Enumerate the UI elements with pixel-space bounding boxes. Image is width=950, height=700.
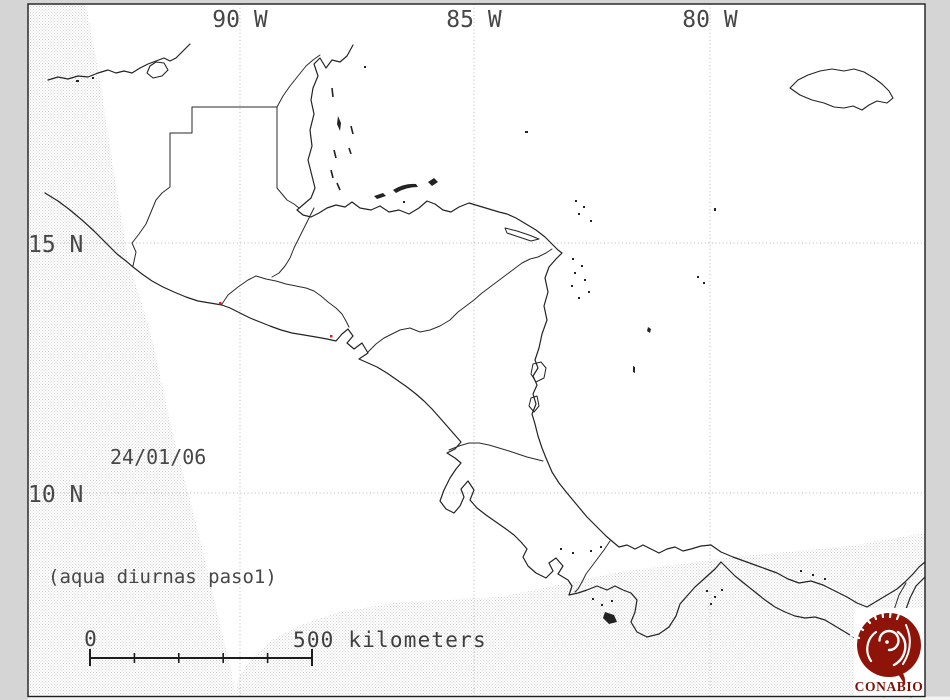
scale-bar: 0 500 kilometers (84, 627, 487, 666)
scale-end-label: 500 kilometers (293, 628, 487, 652)
san-andres-island (633, 366, 635, 373)
graticule (28, 4, 925, 696)
border-costa-rica-panama (574, 540, 611, 593)
coastal-lagoons (504, 227, 547, 413)
fire-detections-layer (219, 302, 333, 338)
no-data-swath-left (28, 4, 236, 697)
coastline-pacific (44, 192, 926, 676)
bluefields-lagoon (528, 395, 540, 413)
islands (76, 66, 894, 624)
conabio-logo: CONABIO (849, 607, 925, 696)
no-data-swaths (28, 4, 925, 697)
fire-point (330, 335, 333, 338)
lon-label-85w: 85 W (446, 7, 502, 33)
lat-label-10n: 10 N (28, 482, 83, 508)
border-el-salvador-north (221, 275, 350, 328)
pearl-lagoon (530, 361, 547, 383)
cuba-peninsula (146, 61, 169, 79)
caratasca-lagoon (504, 227, 540, 242)
no-data-swath-bottom-right (234, 533, 925, 697)
coastline-cuba (47, 43, 191, 81)
jamaica-island (789, 68, 894, 111)
small-cays-and-reefs (76, 66, 826, 606)
lon-label-90w: 90 W (212, 7, 268, 33)
roatan-island (393, 183, 418, 193)
map-frame-border (27, 3, 926, 698)
border-mexico-guatemala (131, 106, 193, 267)
logo-eagle-detail (849, 607, 911, 667)
scale-ticks-intermediate (133, 653, 269, 663)
lon-label-80w: 80 W (682, 7, 738, 33)
scale-zero-label: 0 (84, 627, 98, 651)
logo-tail (898, 670, 906, 685)
belize-cayes (330, 87, 354, 191)
providencia-island (647, 327, 651, 333)
satellite-pass-label: (aqua diurnas paso1) (48, 566, 277, 588)
graticule-labels: 90 W 85 W 80 W 15 N 10 N (28, 7, 738, 508)
date-label: 24/01/06 (110, 445, 206, 469)
logo-text: CONABIO (855, 679, 924, 694)
border-guatemala-honduras (271, 207, 315, 278)
bottom-strip (28, 696, 950, 700)
lat-label-15n: 15 N (28, 232, 83, 258)
guanaja-island (428, 178, 438, 186)
turneffe-caye (337, 116, 341, 131)
utila-island (374, 193, 386, 199)
coiba-island (603, 612, 617, 624)
border-honduras-nicaragua (367, 248, 553, 353)
border-mexico-belize (276, 54, 321, 108)
fire-point (219, 302, 222, 305)
coastline-caribbean (296, 44, 926, 608)
border-nicaragua-costa-rica (448, 442, 544, 462)
border-belize-guatemala (276, 106, 300, 209)
